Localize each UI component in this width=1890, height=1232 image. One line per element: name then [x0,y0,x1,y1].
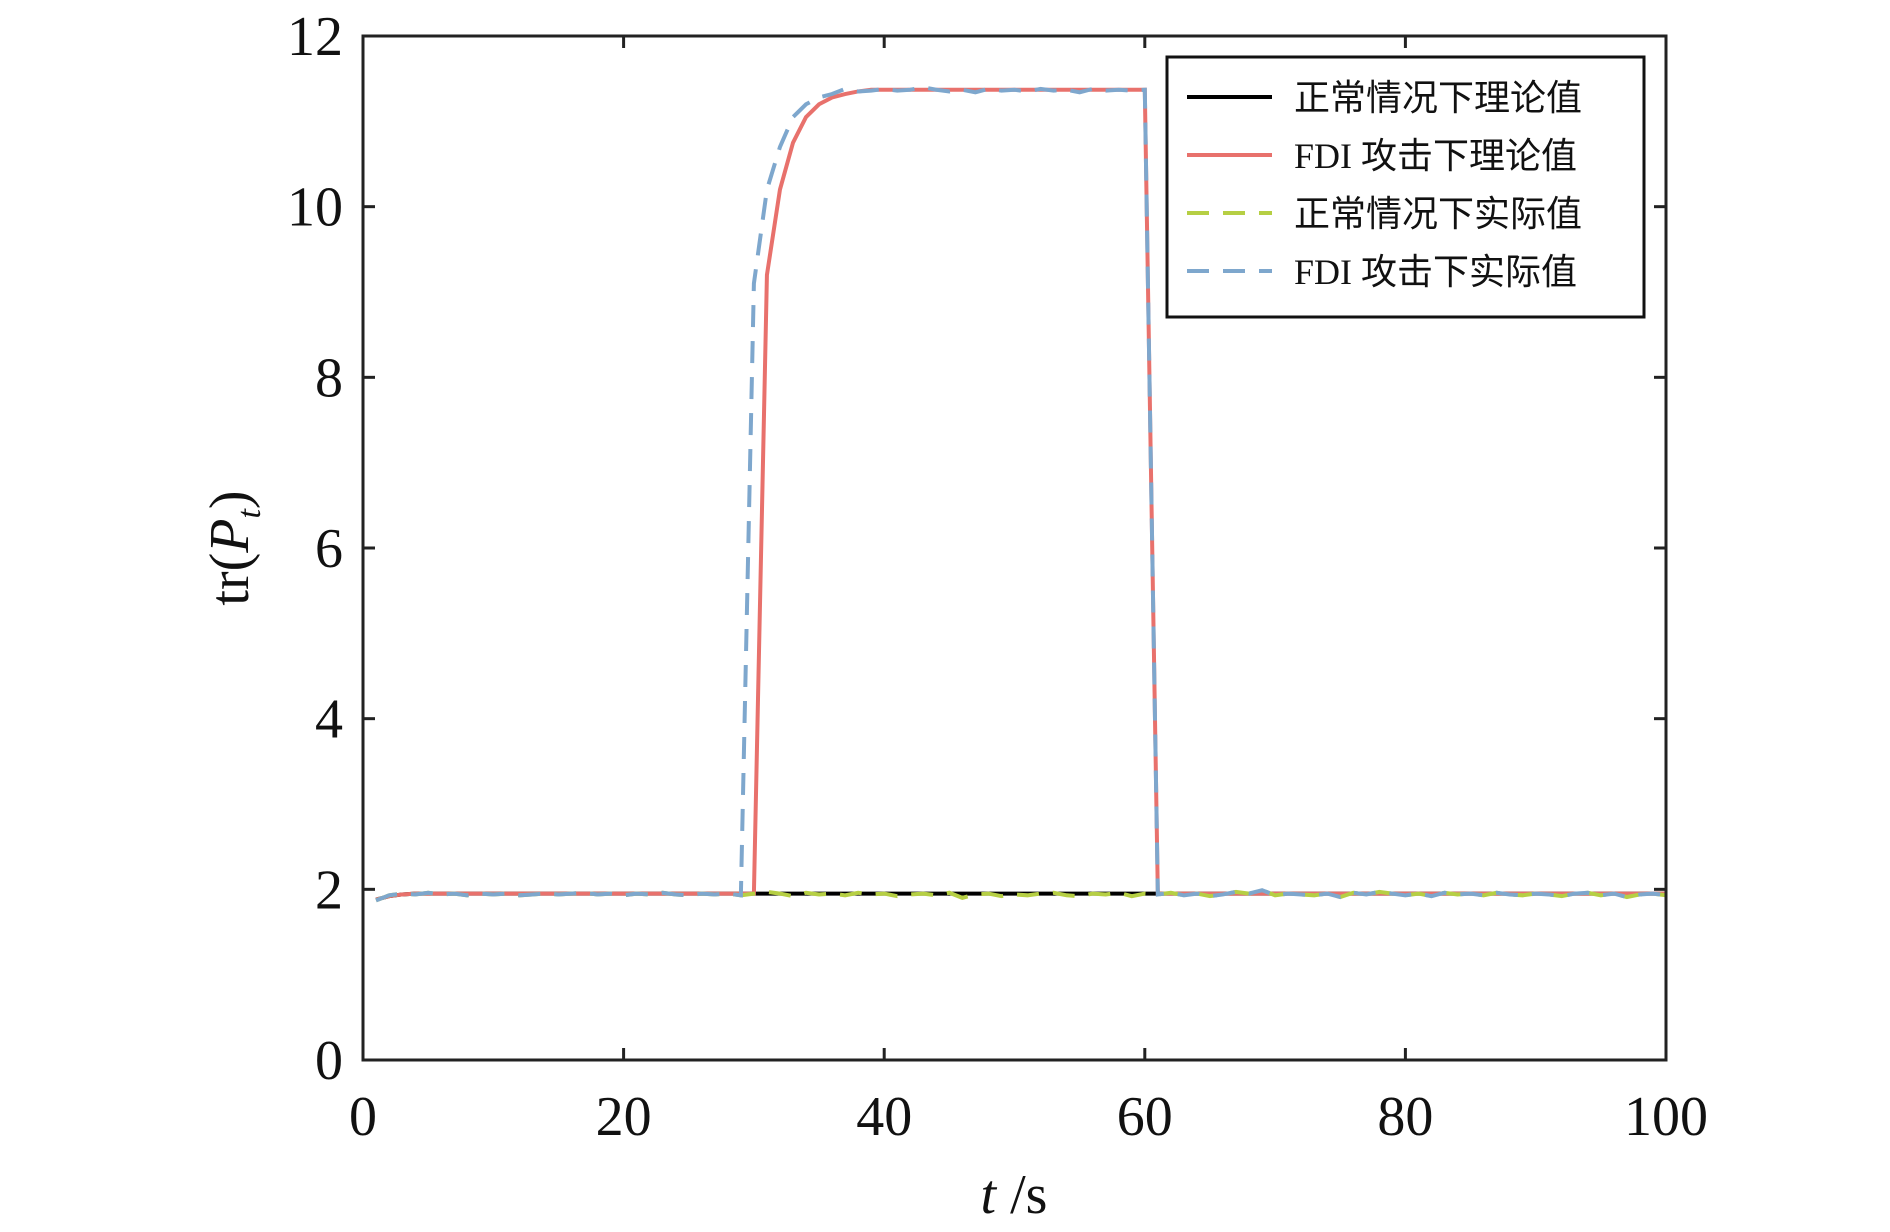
y-label-part: tr( [199,553,261,606]
y-tick-label: 6 [315,518,343,580]
legend-label: 正常情况下理论值 [1294,78,1582,118]
x-tick-label: 80 [1377,1086,1433,1148]
x-label-var: t [981,1164,998,1226]
y-label-part: ) [199,490,261,509]
legend-box [1165,55,1646,319]
y-tick-label: 10 [287,177,343,239]
x-tick-label: 0 [349,1086,377,1148]
x-axis-label: t /s [981,1164,1048,1226]
x-tick-label: 100 [1624,1086,1708,1148]
x-tick-label: 20 [596,1086,652,1148]
y-label-var: P [199,519,261,554]
y-tick-label: 12 [287,6,343,68]
legend-label: FDI 攻击下理论值 [1294,136,1577,176]
series-line [375,85,1667,903]
x-label-unit: /s [996,1164,1047,1226]
y-label-sub: t [231,508,268,519]
plot-frame [361,34,1668,1062]
y-tick-label: 2 [315,859,343,921]
legend-label: 正常情况下实际值 [1294,194,1582,234]
y-tick-label: 0 [315,1030,343,1092]
y-tick-label: 4 [315,689,343,751]
x-tick-label: 40 [856,1086,912,1148]
legend-label: FDI 攻击下实际值 [1294,252,1577,292]
x-tick-label: 60 [1117,1086,1173,1148]
y-axis-label: tr(Pt) [199,490,268,605]
y-tick-label: 8 [315,347,343,409]
